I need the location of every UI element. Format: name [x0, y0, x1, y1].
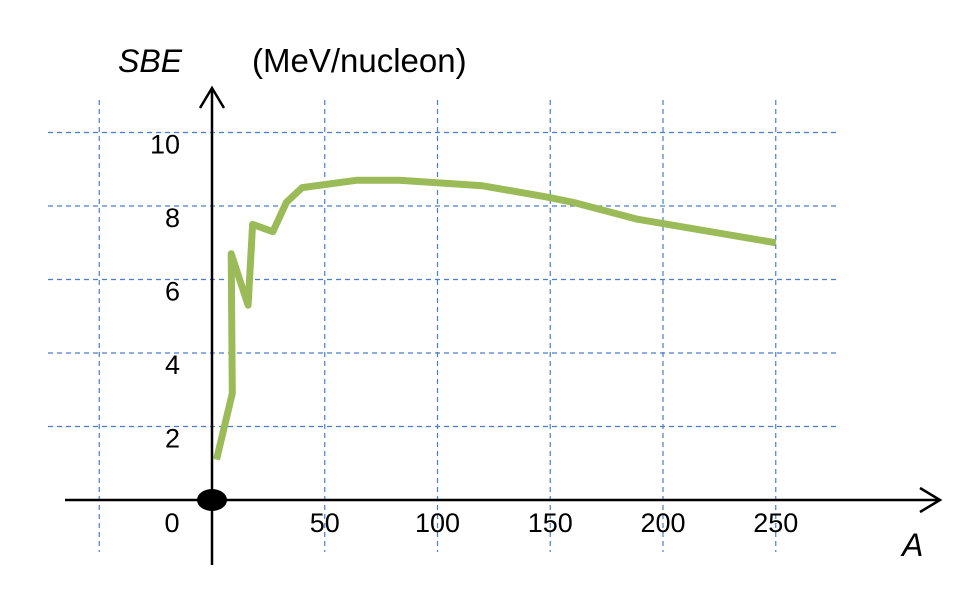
x-tick-label: 250	[753, 508, 798, 538]
x-axis-arrow	[919, 486, 943, 514]
origin-marker	[197, 489, 227, 511]
y-tick-label: 8	[165, 203, 180, 233]
axes	[65, 85, 943, 565]
grid	[48, 100, 838, 552]
y-tick-label: 4	[165, 350, 180, 380]
x-tick-label: 150	[528, 508, 573, 538]
x-tick-label: 100	[415, 508, 460, 538]
x-tick-label: 50	[310, 508, 340, 538]
y-tick-label: 6	[165, 277, 180, 307]
series-layer	[213, 176, 777, 461]
binding-energy-line	[213, 176, 777, 461]
y-tick-label: 2	[165, 424, 180, 454]
y-axis-arrow	[198, 85, 226, 109]
y-tick-label: 10	[150, 130, 180, 160]
y-axis-unit-label: (MeV/nucleon)	[252, 42, 467, 79]
tick-labels: 0 50 100 150 200 250 2 4 6 8 10	[150, 130, 798, 539]
x-tick-label: 0	[164, 508, 179, 538]
x-tick-label: 200	[640, 508, 685, 538]
y-axis-label: SBE	[118, 43, 183, 79]
x-axis-label: A	[900, 527, 923, 563]
